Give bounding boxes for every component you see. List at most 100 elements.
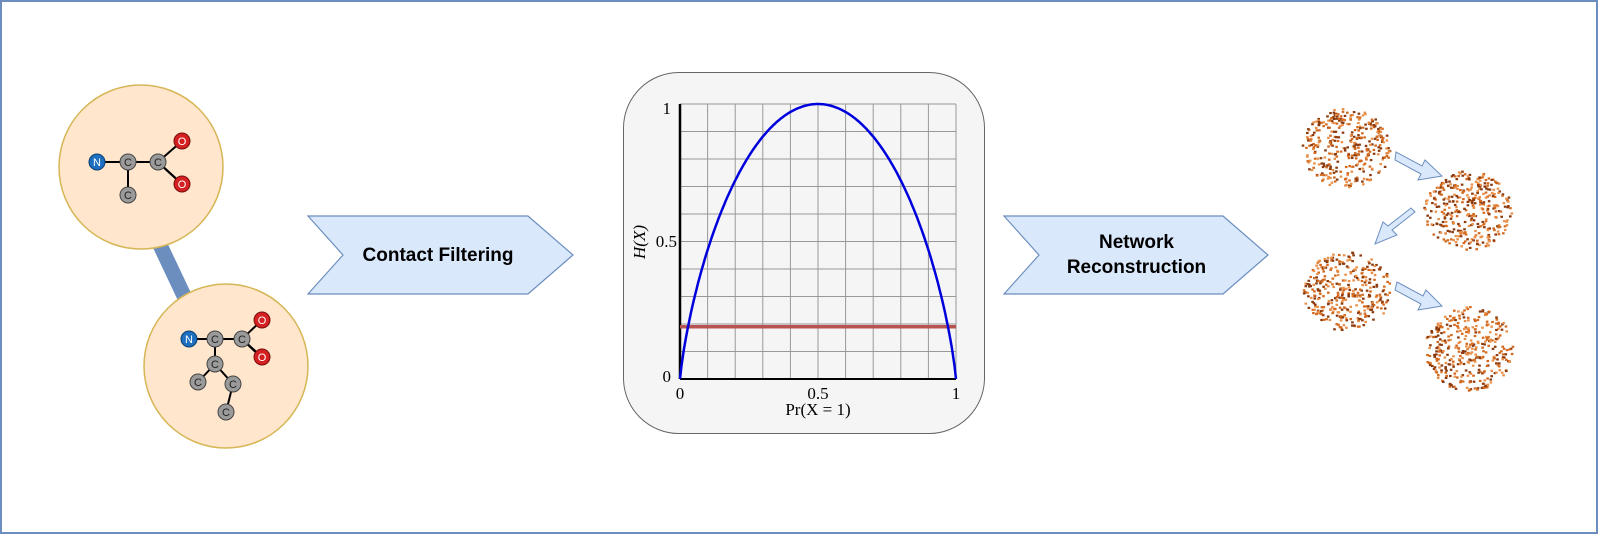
network-node <box>1448 385 1452 388</box>
network-node <box>1328 126 1331 129</box>
network-node <box>1505 224 1509 227</box>
network-node <box>1302 289 1306 292</box>
network-node <box>1442 380 1445 383</box>
network-node <box>1461 201 1464 204</box>
network-node <box>1328 318 1332 322</box>
network-node <box>1474 331 1478 334</box>
network-node <box>1447 345 1451 348</box>
network-node <box>1505 369 1508 373</box>
svg-text:O: O <box>258 315 267 327</box>
network-node <box>1470 214 1474 217</box>
network-node <box>1466 316 1470 319</box>
svg-text:C: C <box>154 157 162 169</box>
network-node <box>1360 159 1363 163</box>
network-node <box>1379 298 1382 301</box>
network-node <box>1464 233 1468 236</box>
atom-c <box>189 373 207 391</box>
network-node <box>1450 334 1453 337</box>
network-node <box>1326 177 1330 180</box>
network-node <box>1456 238 1459 241</box>
network-node <box>1327 175 1330 179</box>
network-node <box>1477 225 1480 229</box>
entropy-curve <box>678 102 958 380</box>
network-node <box>1335 323 1338 326</box>
network-node <box>1437 329 1441 332</box>
network-node <box>1438 343 1442 346</box>
network-node <box>1332 111 1336 114</box>
network-node <box>1329 167 1332 170</box>
network-node <box>1344 184 1347 187</box>
network-node <box>1458 358 1461 361</box>
network-node <box>1322 318 1326 321</box>
network-node <box>1348 123 1351 126</box>
network-node <box>1428 192 1432 195</box>
network-node <box>1486 360 1490 363</box>
network-node <box>1472 198 1475 201</box>
network-node <box>1324 283 1328 286</box>
svg-text:C: C <box>229 379 237 391</box>
network-node <box>1370 258 1373 261</box>
network-node <box>1341 123 1344 127</box>
network-node <box>1379 127 1383 130</box>
network-node <box>1338 306 1342 309</box>
network-node <box>1447 363 1451 366</box>
network-node <box>1332 285 1335 289</box>
network-node <box>1485 337 1489 340</box>
network-node <box>1321 309 1325 312</box>
network-node <box>1340 302 1344 305</box>
network-node <box>1455 206 1458 209</box>
network-node <box>1359 254 1362 257</box>
network-node <box>1429 216 1432 219</box>
network-node <box>1348 184 1351 187</box>
network-node <box>1437 358 1440 361</box>
network-node <box>1470 351 1474 354</box>
network-node <box>1485 242 1489 245</box>
network-node <box>1473 334 1477 338</box>
network-node <box>1333 157 1337 160</box>
network-node <box>1484 340 1487 343</box>
network-node <box>1460 245 1463 248</box>
network-node <box>1350 131 1354 134</box>
network-node <box>1332 310 1335 313</box>
network-node <box>1384 293 1387 296</box>
network-node <box>1363 281 1367 284</box>
network-node <box>1486 229 1490 232</box>
network-node <box>1477 184 1480 187</box>
network-node <box>1472 380 1476 383</box>
network-node <box>1330 258 1333 261</box>
network-node <box>1472 213 1475 216</box>
network-node <box>1448 206 1451 209</box>
network-node <box>1468 346 1471 349</box>
network-node <box>1479 200 1483 203</box>
network-node <box>1331 312 1334 315</box>
network-node <box>1304 285 1308 288</box>
network-node <box>1386 299 1390 302</box>
network-node <box>1495 362 1498 365</box>
network-node <box>1363 162 1367 165</box>
network-node <box>1485 364 1489 368</box>
network-node <box>1308 285 1311 288</box>
network-node <box>1364 267 1367 270</box>
network-node <box>1322 164 1326 167</box>
network-node <box>1367 268 1370 271</box>
network-node <box>1304 291 1308 294</box>
network-node <box>1507 205 1510 208</box>
network-node <box>1386 280 1389 283</box>
network-node <box>1322 178 1325 181</box>
network-node <box>1434 370 1438 373</box>
network-node <box>1427 361 1431 365</box>
network-node <box>1445 181 1448 184</box>
network-node <box>1442 212 1446 215</box>
network-node <box>1336 294 1340 297</box>
network-node <box>1483 226 1486 229</box>
atom-o <box>253 348 271 366</box>
network-node <box>1457 175 1460 178</box>
network-node <box>1331 306 1334 309</box>
network-node <box>1434 190 1437 193</box>
network-node <box>1478 243 1481 247</box>
network-node <box>1332 253 1335 256</box>
network-node <box>1339 315 1343 318</box>
network-node <box>1346 111 1349 114</box>
network-node <box>1444 361 1448 365</box>
